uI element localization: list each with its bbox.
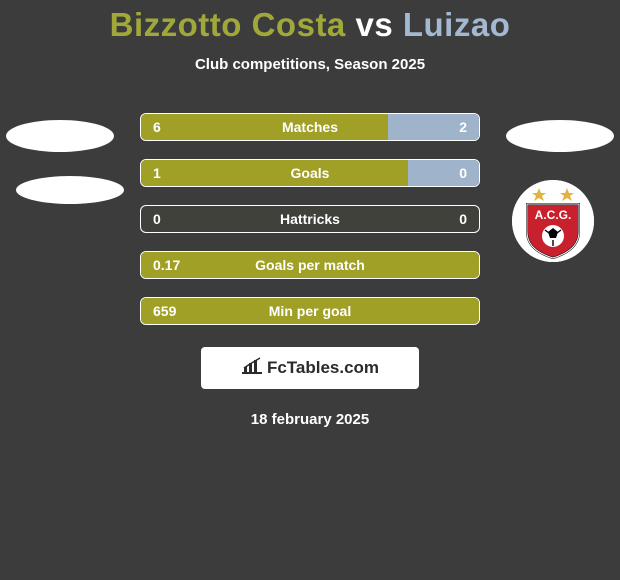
date-text: 18 february 2025 — [0, 411, 620, 428]
page-title: Bizzotto Costa vs Luizao — [0, 6, 620, 44]
stat-label: Goals — [291, 165, 330, 181]
stat-row: 1 0 Goals — [140, 159, 480, 187]
vs-text: vs — [355, 6, 393, 43]
stat-label: Min per goal — [269, 303, 351, 319]
club-badge: A.C.G. — [512, 180, 594, 262]
stat-value-left: 6 — [153, 119, 161, 135]
stat-label: Hattricks — [280, 211, 340, 227]
ellipse-top-left — [6, 120, 114, 152]
stat-label: Goals per match — [255, 257, 365, 273]
svg-text:A.C.G.: A.C.G. — [535, 208, 572, 222]
brand-text: FcTables.com — [267, 358, 379, 378]
stat-value-right: 0 — [459, 165, 467, 181]
stat-row: 6 2 Matches — [140, 113, 480, 141]
player-left-name: Bizzotto Costa — [110, 6, 346, 43]
bar-chart-icon — [241, 357, 263, 380]
stat-value-right: 2 — [459, 119, 467, 135]
stat-fill-left — [141, 114, 388, 140]
stat-row: 659 Min per goal — [140, 297, 480, 325]
stat-label: Matches — [282, 119, 338, 135]
stat-fill-right — [408, 160, 479, 186]
brand-box[interactable]: FcTables.com — [201, 347, 419, 389]
stat-row: 0 0 Hattricks — [140, 205, 480, 233]
stat-value-left: 0 — [153, 211, 161, 227]
stat-fill-left — [141, 160, 408, 186]
stat-value-left: 1 — [153, 165, 161, 181]
subtitle: Club competitions, Season 2025 — [0, 56, 620, 73]
ellipse-bottom-left — [16, 176, 124, 204]
stat-value-left: 0.17 — [153, 257, 180, 273]
stat-row: 0.17 Goals per match — [140, 251, 480, 279]
ellipse-top-right — [506, 120, 614, 152]
stat-value-left: 659 — [153, 303, 176, 319]
club-badge-icon: A.C.G. — [512, 180, 594, 262]
player-right-name: Luizao — [403, 6, 511, 43]
stat-value-right: 0 — [459, 211, 467, 227]
